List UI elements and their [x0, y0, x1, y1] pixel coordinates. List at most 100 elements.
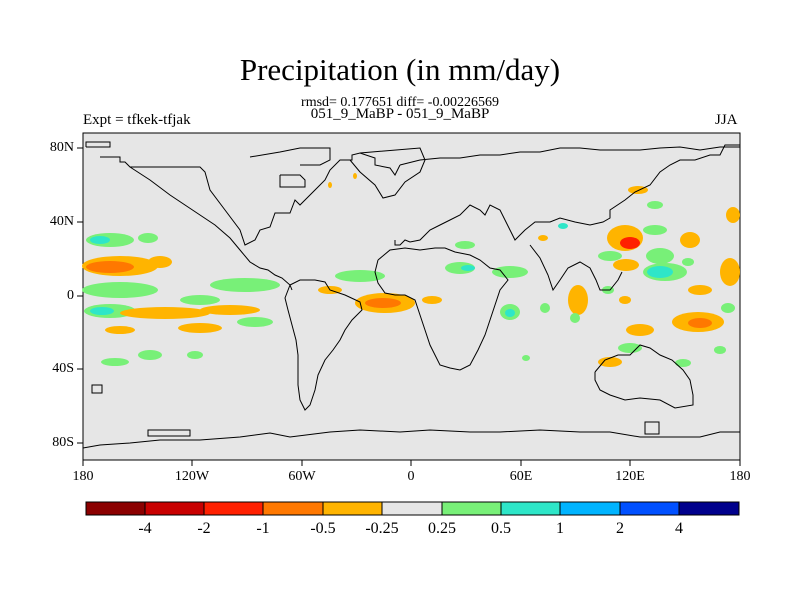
- coastline-island: [644, 421, 660, 435]
- anomaly-patch: [618, 343, 642, 353]
- plot-title: Precipitation (in mm/day): [239, 52, 561, 87]
- coastline-arctic: [279, 174, 306, 188]
- coastline-island: [91, 384, 103, 394]
- anomaly-patch: [714, 346, 726, 354]
- anomaly-patch: [90, 236, 110, 244]
- anomaly-patch: [570, 313, 580, 323]
- colorbar-label: 0.5: [491, 520, 511, 537]
- anomaly-patch: [680, 232, 700, 248]
- anomaly-patch: [148, 256, 172, 268]
- anomaly-patch: [619, 296, 631, 304]
- anomaly-patch: [598, 357, 622, 367]
- anomaly-patch: [335, 270, 385, 282]
- lon-label-120w: 120W: [174, 469, 210, 484]
- colorbar-swatch-9: [619, 501, 680, 516]
- anomaly-patch: [105, 326, 135, 334]
- coastline-north-america-west: [129, 166, 293, 291]
- lon-label-180w: 180: [72, 469, 94, 484]
- colorbar-swatch-10: [678, 501, 740, 516]
- anomaly-patch: [647, 266, 673, 278]
- plot-subtitle: 051_9_MaBP - 051_9_MaBP: [310, 106, 490, 122]
- colorbar-label: -0.5: [310, 520, 336, 537]
- anomaly-patch: [237, 317, 273, 327]
- map-background: [82, 132, 741, 461]
- colorbar-label: -4: [138, 520, 152, 537]
- anomaly-patch: [613, 259, 639, 271]
- anomaly-patch: [492, 266, 528, 278]
- coastline-siberia: [399, 146, 740, 166]
- anomaly-patch: [626, 324, 654, 336]
- coastline-eurasia: [394, 144, 740, 246]
- colorbar-swatch-0: [85, 501, 146, 516]
- colorbar-swatch-7: [500, 501, 561, 516]
- coastline-antarctica: [82, 429, 740, 449]
- anomaly-patches: [82, 173, 740, 367]
- colorbar-label: -2: [197, 520, 211, 537]
- axis-ticks: [77, 147, 741, 466]
- colorbar: [85, 501, 740, 516]
- coastlines: [82, 141, 740, 449]
- colorbar-swatch-3: [262, 501, 324, 516]
- colorbar-swatch-4: [322, 501, 383, 516]
- lat-label-80s: 80S: [52, 435, 74, 450]
- anomaly-patch: [682, 258, 694, 266]
- anomaly-patch: [558, 223, 568, 229]
- anomaly-patch: [445, 262, 475, 274]
- colorbar-swatch-8: [559, 501, 621, 516]
- anomaly-patch: [210, 278, 280, 292]
- anomaly-patch: [82, 282, 158, 298]
- colorbar-label: 0.25: [428, 520, 456, 537]
- lat-label-40s: 40S: [52, 361, 74, 376]
- anomaly-patch: [598, 251, 622, 261]
- colorbar-label: -0.25: [365, 520, 399, 537]
- anomaly-patch: [86, 261, 134, 273]
- anomaly-patch: [647, 201, 663, 209]
- anomaly-patch: [461, 265, 475, 271]
- lat-label-40n: 40N: [49, 214, 74, 229]
- colorbar-swatch-2: [203, 501, 264, 516]
- anomaly-patch: [138, 350, 162, 360]
- lat-label-0: 0: [67, 288, 74, 303]
- anomaly-patch: [90, 307, 114, 315]
- map-panel: [82, 132, 741, 461]
- lon-label-0: 0: [407, 469, 415, 484]
- anomaly-patch: [353, 173, 357, 179]
- anomaly-patch: [721, 303, 735, 313]
- anomaly-patch: [455, 241, 475, 249]
- anomaly-patch: [522, 355, 530, 361]
- anomaly-patch: [422, 296, 442, 304]
- anomaly-patch: [540, 303, 550, 313]
- season-label: JJA: [715, 112, 738, 128]
- anomaly-patch: [726, 207, 740, 223]
- anomaly-patch: [178, 323, 222, 333]
- anomaly-patch: [646, 248, 674, 264]
- anomaly-patch: [688, 285, 712, 295]
- anomaly-patch: [328, 182, 332, 188]
- lon-label-120e: 120E: [615, 469, 645, 484]
- coastline-greenland: [349, 147, 426, 199]
- coastline-island: [147, 429, 191, 437]
- anomaly-patch: [643, 225, 667, 235]
- coastline-australia: [594, 344, 694, 409]
- colorbar-label: 1: [556, 520, 564, 537]
- anomaly-patch: [688, 318, 712, 328]
- colorbar-swatch-6: [441, 501, 502, 516]
- colorbar-swatch-1: [144, 501, 205, 516]
- lon-label-180e: 180: [729, 469, 751, 484]
- anomaly-patch: [138, 233, 158, 243]
- anomaly-patch: [720, 258, 740, 286]
- coastline-arctic: [249, 147, 331, 166]
- anomaly-patch: [101, 358, 129, 366]
- anomaly-patch: [180, 295, 220, 305]
- lon-label-60e: 60E: [509, 469, 533, 484]
- experiment-label: Expt = tfkek-tfjak: [83, 112, 191, 128]
- colorbar-label: 2: [616, 520, 624, 537]
- anomaly-patch: [620, 237, 640, 249]
- coastline-arctic: [85, 141, 111, 148]
- anomaly-patch: [120, 307, 210, 319]
- lon-label-60w: 60W: [288, 469, 316, 484]
- coastline-africa: [374, 247, 509, 371]
- coastline-india: [529, 244, 623, 292]
- anomaly-patch: [187, 351, 203, 359]
